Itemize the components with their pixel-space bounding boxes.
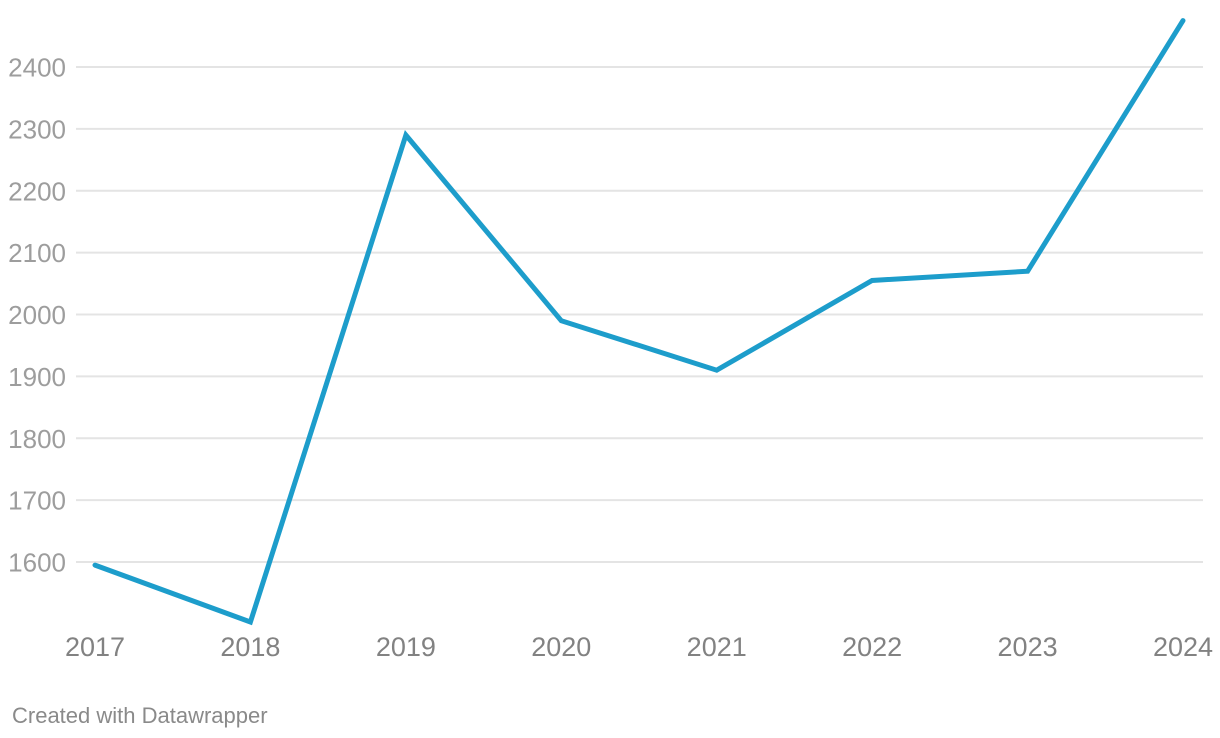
y-tick-label: 2300 [8,114,66,144]
x-tick-label: 2017 [65,632,125,662]
y-tick-label: 2400 [8,53,66,83]
line-chart-canvas: 1600 1700 1800 1900 2000 2100 2200 2300 2400 2017… [8,18,1213,662]
y-tick-label: 1900 [8,362,66,392]
x-tick-label: 2018 [220,632,280,662]
y-tick-label: 2000 [8,300,66,330]
x-tick-label: 2023 [998,632,1058,662]
y-tick-label: 2100 [8,238,66,268]
y-tick-label: 2200 [8,176,66,206]
y-tick-label: 1700 [8,486,66,516]
attribution-link[interactable]: Created with Datawrapper [12,703,268,728]
x-tick-label: 2022 [842,632,902,662]
y-tick-label: 1800 [8,424,66,454]
x-tick-label: 2021 [687,632,747,662]
x-tick-label: 2020 [531,632,591,662]
y-tick-label: 1600 [8,548,66,578]
data-line [92,18,1186,626]
x-tick-label: 2024 [1153,632,1213,662]
x-tick-label: 2019 [376,632,436,662]
